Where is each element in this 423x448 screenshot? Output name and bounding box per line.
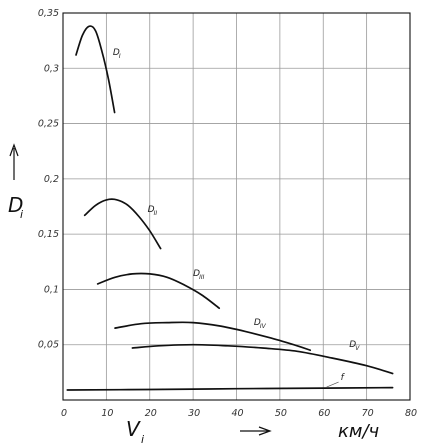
series-name: D xyxy=(193,269,200,279)
x-tick-label: 10 xyxy=(101,408,113,419)
series-name: D xyxy=(113,48,120,58)
series-line-4 xyxy=(114,321,312,352)
x-axis-unit: км/ч xyxy=(338,421,379,442)
series-name: D xyxy=(254,318,261,328)
y-tick-label: 0,2 xyxy=(44,174,59,185)
series-line-1 xyxy=(75,25,116,114)
x-axis-arrowhead xyxy=(258,426,272,436)
series-line-2 xyxy=(83,198,162,250)
series-name: f xyxy=(341,373,346,383)
x-tick-label: 30 xyxy=(188,408,200,419)
series-name: D xyxy=(148,205,155,215)
plot-frame xyxy=(62,12,411,401)
x-tick-label: 80 xyxy=(405,408,417,419)
y-tick-label: 0,05 xyxy=(38,340,59,351)
x-tick-label: 20 xyxy=(145,408,157,419)
tick-labels: 0 10 20 30 40 50 60 70 80 0,05 0,1 0,15 0,2 0,25 0,3 0,… xyxy=(38,8,417,419)
x-tick-label: 60 xyxy=(318,408,330,419)
series-name-subscript: V xyxy=(355,345,360,352)
x-tick-label: 40 xyxy=(232,408,244,419)
series-name-subscript: IV xyxy=(260,323,267,330)
series-label-6: f xyxy=(326,373,346,388)
series-label-leader xyxy=(326,381,339,388)
y-axis-label: D xyxy=(8,193,23,217)
y-axis-arrowhead xyxy=(9,143,19,157)
y-tick-label: 0,1 xyxy=(44,284,59,295)
x-axis-title: V i км/ч xyxy=(126,417,379,446)
x-axis-label-subscript: i xyxy=(141,433,144,446)
series-label-2: D II xyxy=(148,205,158,217)
y-axis-title: D i xyxy=(8,143,23,221)
x-tick-label: 70 xyxy=(362,408,374,419)
x-tick-label: 0 xyxy=(61,408,67,419)
x-tick-label: 50 xyxy=(275,408,287,419)
series-line-6 xyxy=(66,386,394,391)
y-tick-label: 0,3 xyxy=(44,63,59,74)
y-tick-label: 0,25 xyxy=(38,119,59,130)
y-tick-label: 0,35 xyxy=(38,8,59,19)
y-tick-label: 0,15 xyxy=(38,229,59,240)
series-name-subscript: III xyxy=(199,274,205,281)
grid-lines xyxy=(63,13,410,400)
x-axis-label: V xyxy=(126,417,141,441)
series-name: D xyxy=(349,340,356,350)
data-series xyxy=(66,25,394,391)
series-line-3 xyxy=(96,272,221,310)
series-label-3: D III xyxy=(193,269,205,281)
y-axis-label-subscript: i xyxy=(20,208,23,221)
series-label-4: D IV xyxy=(254,318,267,330)
series-name-subscript: I xyxy=(119,53,121,60)
series-line-5 xyxy=(131,343,394,375)
series-name-subscript: II xyxy=(154,210,158,217)
